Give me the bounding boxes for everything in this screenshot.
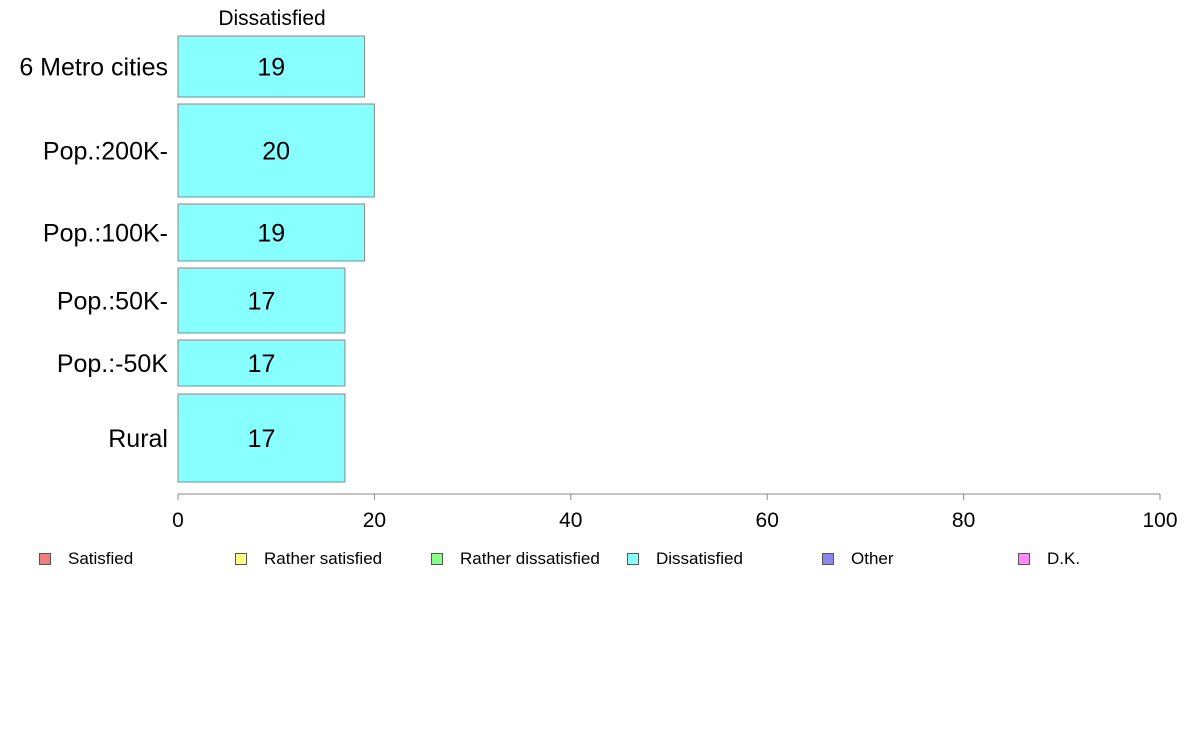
legend-item-4: Other [822, 546, 894, 572]
x-tick-label-1: 20 [363, 509, 386, 532]
x-tick-label-3: 60 [756, 509, 779, 532]
bar-1 [177, 103, 375, 198]
legend-item-1: Rather satisfied [235, 546, 382, 572]
legend-item-5: D.K. [1018, 546, 1080, 572]
legend-label-2: Rather dissatisfied [460, 549, 600, 568]
x-tick-label-2: 40 [559, 509, 582, 532]
x-tick-label-0: 0 [172, 509, 184, 532]
legend-swatch-5 [1018, 553, 1030, 565]
legend-label-1: Rather satisfied [264, 549, 383, 568]
legend-item-3: Dissatisfied [627, 546, 743, 572]
legend-label-0: Satisfied [68, 549, 134, 568]
chart-title: Dissatisfied [218, 7, 325, 30]
legend-swatch-0 [39, 553, 51, 565]
x-axis: 0 20 40 60 80 100 [172, 493, 1178, 532]
bar-value-label-5: 17 [248, 425, 276, 453]
bar-3 [177, 267, 346, 334]
category-label-1: Pop.:200K- [43, 138, 168, 166]
category-label-3: Pop.:50K- [57, 288, 168, 316]
x-tick-label-5: 100 [1142, 509, 1177, 532]
bar-value-label-3: 17 [248, 288, 276, 316]
bar-value-label-2: 19 [257, 220, 285, 248]
x-tick-label-4: 80 [952, 509, 975, 532]
legend-label-5: D.K. [1047, 549, 1081, 568]
category-label-5: Rural [108, 425, 168, 453]
bar-4 [177, 339, 346, 387]
legend-swatch-1 [235, 553, 247, 565]
legend-swatch-2 [431, 553, 443, 565]
chart-svg: Dissatisfied 19 6 Metro cities 20 Pop.:200K… [19, 7, 1178, 532]
bars-group: 19 6 Metro cities 20 Pop.:200K- 19 Pop.:100K-… [19, 35, 375, 483]
bar-2 [177, 203, 366, 262]
bar-5 [177, 393, 346, 483]
legend-swatch-4 [822, 553, 834, 565]
legend-swatch-3 [627, 553, 639, 565]
bar-value-label-4: 17 [248, 350, 276, 378]
bar-value-label-1: 20 [262, 138, 290, 166]
legend-label-3: Dissatisfied [656, 549, 743, 568]
category-label-2: Pop.:100K- [43, 220, 168, 248]
category-label-4: Pop.:-50K [57, 350, 169, 378]
bar-0 [177, 35, 366, 98]
legend-item-2: Rather dissatisfied [431, 546, 600, 572]
category-label-0: 6 Metro cities [19, 54, 168, 82]
legend-label-4: Other [851, 549, 894, 568]
bar-value-label-0: 19 [257, 54, 285, 82]
legend-item-0: Satisfied [39, 546, 133, 572]
legend: Satisfied Rather satisfied Rather dissatis… [0, 546, 1188, 572]
